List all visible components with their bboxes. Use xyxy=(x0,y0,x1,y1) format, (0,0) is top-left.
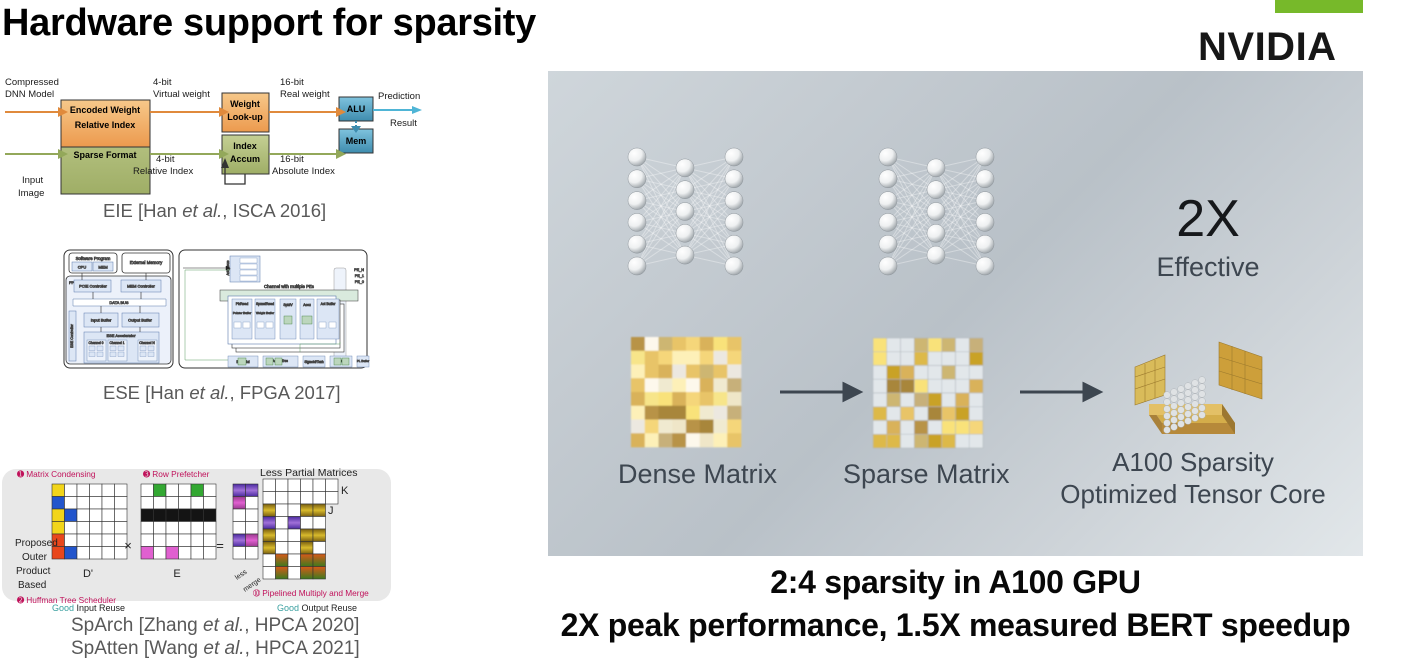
svg-text:Channel with multiple PEs: Channel with multiple PEs xyxy=(264,284,314,289)
svg-text:Based: Based xyxy=(18,580,46,591)
svg-text:A100 Sparsity: A100 Sparsity xyxy=(1112,447,1274,477)
svg-text:Optimized Tensor Core: Optimized Tensor Core xyxy=(1060,479,1325,509)
svg-text:Input Buffer: Input Buffer xyxy=(91,318,112,323)
svg-text:Channel 0: Channel 0 xyxy=(88,341,103,345)
svg-text:Weight Buffer: Weight Buffer xyxy=(256,311,274,315)
svg-text:DATA BUS: DATA BUS xyxy=(109,300,129,305)
svg-text:D': D' xyxy=(83,568,93,580)
svg-text:Act Buffer: Act Buffer xyxy=(321,302,337,306)
svg-text:Sparse Format: Sparse Format xyxy=(73,150,136,160)
svg-text:MEM: MEM xyxy=(98,265,107,270)
svg-text:ESE [Han et al., FPGA 2017]: ESE [Han et al., FPGA 2017] xyxy=(103,382,341,403)
svg-text:EIE [Han et al., ISCA 2016]: EIE [Han et al., ISCA 2016] xyxy=(103,200,326,221)
svg-text:K: K xyxy=(341,485,349,497)
svg-text:Good Input Reuse: Good Input Reuse xyxy=(52,603,125,613)
svg-text:Encoded Weight: Encoded Weight xyxy=(70,105,140,115)
svg-text:Mem: Mem xyxy=(346,136,367,146)
svg-text:PCIE Controller: PCIE Controller xyxy=(79,284,107,289)
svg-text:16-bit: 16-bit xyxy=(280,77,304,88)
svg-text:Weight: Weight xyxy=(230,99,260,109)
svg-text:External Memory: External Memory xyxy=(130,260,163,265)
svg-text:PE_N: PE_N xyxy=(354,268,364,272)
svg-text:Image: Image xyxy=(18,188,44,199)
svg-text:PL Buffer: PL Buffer xyxy=(357,359,369,363)
svg-text:Relative Index: Relative Index xyxy=(75,120,136,130)
svg-text:Compressed: Compressed xyxy=(5,77,59,88)
svg-text:Channel N: Channel N xyxy=(139,341,155,345)
svg-text:Prediction: Prediction xyxy=(378,91,420,102)
svg-text:Good Output Reuse: Good Output Reuse xyxy=(277,603,357,613)
svg-text:Pointer Buffer: Pointer Buffer xyxy=(233,311,251,315)
svg-text:Virtual weight: Virtual weight xyxy=(153,89,210,100)
svg-text:4-bit: 4-bit xyxy=(156,154,175,165)
svg-text:Index: Index xyxy=(233,141,257,151)
svg-text:➌ Row Prefetcher: ➌ Row Prefetcher xyxy=(143,469,210,479)
svg-text:E: E xyxy=(173,568,180,580)
svg-text:Output Buffer: Output Buffer xyxy=(128,318,152,323)
svg-text:➉ Pipelined Multiply and Merge: ➉ Pipelined Multiply and Merge xyxy=(253,588,369,598)
svg-text:×: × xyxy=(124,538,132,553)
svg-text:PtrRead: PtrRead xyxy=(236,302,249,306)
svg-text:ESE Controller: ESE Controller xyxy=(70,323,74,348)
svg-text:Real weight: Real weight xyxy=(280,89,330,100)
svg-text:Less Partial Matrices: Less Partial Matrices xyxy=(260,467,357,479)
svg-text:PE_0: PE_0 xyxy=(355,280,364,284)
svg-text:SpmatRead: SpmatRead xyxy=(256,302,274,306)
svg-text:Sigmoid/Tanh: Sigmoid/Tanh xyxy=(304,360,324,364)
svg-text:DNN Model: DNN Model xyxy=(5,89,54,100)
svg-text:PE_1: PE_1 xyxy=(355,274,364,278)
svg-text:ESE Accelerator: ESE Accelerator xyxy=(106,333,136,338)
svg-text:SpAtten [Wang et al., HPCA 202: SpAtten [Wang et al., HPCA 2021] xyxy=(71,638,360,659)
svg-text:➊ Matrix Condensing: ➊ Matrix Condensing xyxy=(17,469,96,479)
svg-text:Software Program: Software Program xyxy=(76,256,111,261)
svg-text:Accum: Accum xyxy=(230,154,260,164)
svg-text:=: = xyxy=(216,538,224,553)
svg-text:16-bit: 16-bit xyxy=(280,154,304,165)
svg-text:Outer: Outer xyxy=(22,552,48,563)
svg-text:Input: Input xyxy=(22,175,43,186)
svg-text:Absolute Index: Absolute Index xyxy=(272,166,335,177)
svg-text:Product: Product xyxy=(16,566,51,577)
svg-text:4-bit: 4-bit xyxy=(153,77,172,88)
svg-text:MEM Controller: MEM Controller xyxy=(127,284,155,289)
svg-text:2X: 2X xyxy=(1176,190,1240,248)
svg-text:ALU: ALU xyxy=(347,104,366,114)
svg-text:SpMV: SpMV xyxy=(283,303,293,307)
svg-text:Sparse Matrix: Sparse Matrix xyxy=(843,459,1010,489)
svg-text:Result: Result xyxy=(390,118,417,129)
svg-text:Relative Index: Relative Index xyxy=(133,166,193,177)
svg-text:Channel 1: Channel 1 xyxy=(109,341,124,345)
svg-text:Proposed: Proposed xyxy=(15,538,58,549)
svg-text:J: J xyxy=(328,505,334,517)
svg-text:Accu: Accu xyxy=(303,303,311,307)
svg-text:Effective: Effective xyxy=(1156,252,1259,282)
svg-text:CPU: CPU xyxy=(78,265,87,270)
svg-text:SpArch [Zhang et al., HPCA 202: SpArch [Zhang et al., HPCA 2020] xyxy=(71,615,359,636)
svg-text:Look-up: Look-up xyxy=(227,112,263,122)
svg-text:Dense Matrix: Dense Matrix xyxy=(618,459,778,489)
